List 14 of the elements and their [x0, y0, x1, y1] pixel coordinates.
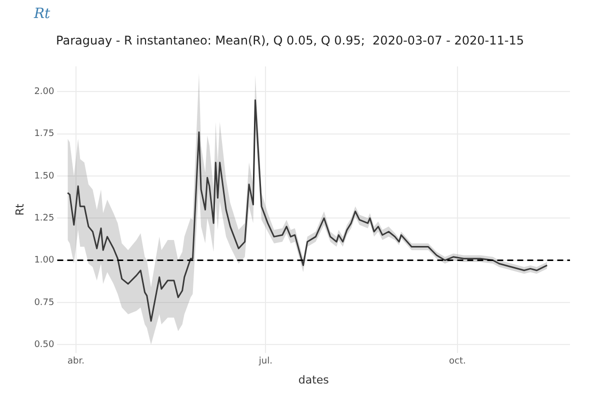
y-tick-label: 1.75: [34, 129, 54, 140]
y-axis-title: Rt: [13, 203, 26, 216]
y-tick-label: 2.00: [34, 87, 55, 98]
x-tick-label: abr.: [68, 356, 84, 367]
x-tick-label: oct.: [449, 356, 466, 367]
x-axis-title: dates: [298, 373, 330, 386]
y-tick-label: 0.50: [34, 340, 55, 350]
chart-title: Rt: [34, 6, 50, 22]
y-tick-label: 1.00: [34, 256, 55, 266]
y-tick-label: 0.75: [34, 298, 54, 308]
x-tick-label: jul.: [258, 356, 272, 367]
chart-subtitle: Paraguay - R instantaneo: Mean(R), Q 0.05, Q 0.95; 2020-03-07 - 2020-11-15: [56, 33, 524, 48]
y-tick-label: 1.25: [34, 213, 54, 224]
y-tick-label: 1.50: [34, 171, 55, 182]
